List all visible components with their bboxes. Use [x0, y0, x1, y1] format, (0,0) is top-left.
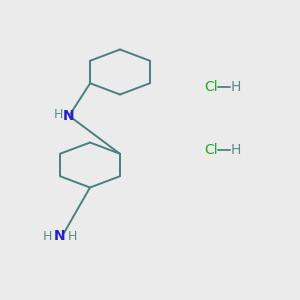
Text: H: H — [54, 107, 63, 121]
Text: Cl: Cl — [204, 143, 218, 157]
Text: Cl: Cl — [204, 80, 218, 94]
Text: H: H — [231, 80, 242, 94]
Text: H: H — [231, 143, 242, 157]
Text: H: H — [43, 230, 52, 244]
Text: N: N — [54, 229, 66, 242]
Text: N: N — [63, 109, 74, 122]
Text: H: H — [68, 230, 77, 244]
